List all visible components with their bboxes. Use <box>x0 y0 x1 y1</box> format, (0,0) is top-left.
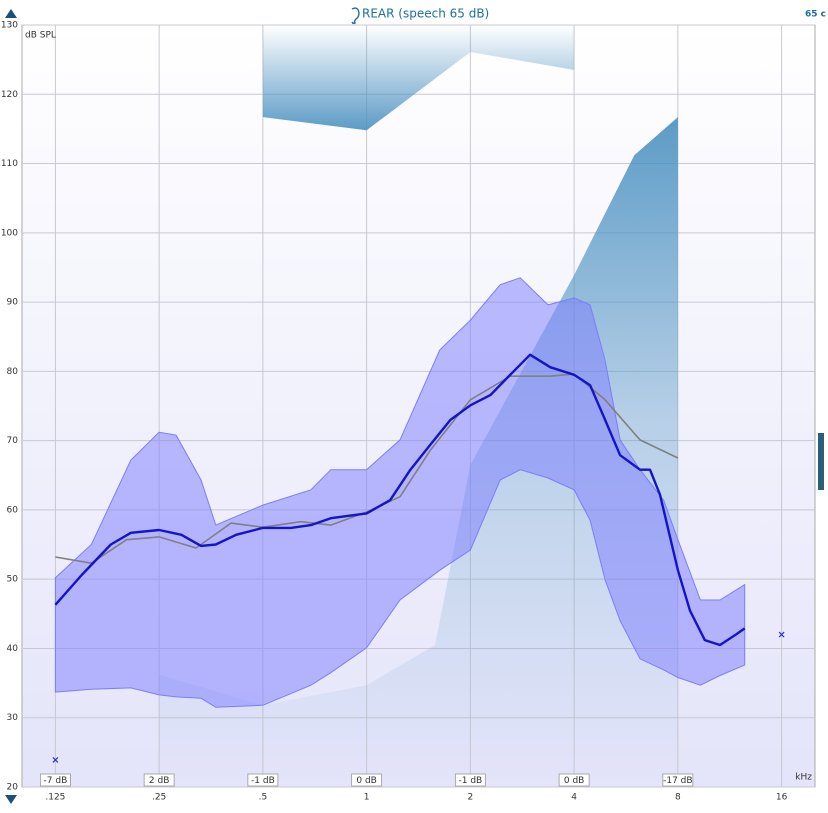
x-tick-label: 2 <box>468 793 474 803</box>
gain-box <box>662 773 694 787</box>
y-tick-label: 40 <box>7 644 19 654</box>
data <box>52 25 785 787</box>
y-tick-label: 30 <box>7 713 19 723</box>
x-tick-label: 8 <box>675 793 681 803</box>
y-tick-label: 100 <box>1 228 18 238</box>
x-tick-label: 16 <box>776 793 788 803</box>
x-tick-label: 1 <box>364 793 370 803</box>
curve <box>54 353 746 647</box>
y-tick-label: 120 <box>1 90 18 100</box>
gain-box <box>39 773 71 787</box>
gain-label: 0 dB <box>356 776 376 786</box>
y-tick-label: 90 <box>7 298 19 308</box>
gain-box <box>454 773 486 787</box>
gain-label: -7 dB <box>44 776 68 786</box>
gain-box <box>558 773 590 787</box>
speech-range <box>54 277 746 708</box>
y-axis-label: dB SPL <box>25 31 56 41</box>
gain-box <box>351 773 383 787</box>
gain-label: 0 dB <box>564 776 584 786</box>
side-handle[interactable] <box>818 433 824 490</box>
y-tick-label: 20 <box>7 783 19 793</box>
x-tick-label: .125 <box>45 793 65 803</box>
gain-label: 2 dB <box>149 776 169 786</box>
y-tick-label: 130 <box>1 21 18 31</box>
gain-label: -17 dB <box>663 776 692 786</box>
marker <box>778 631 785 638</box>
y-tick-label: 70 <box>7 436 19 446</box>
ucl-area <box>262 25 575 131</box>
gain-label: -1 dB <box>459 776 483 786</box>
y-tick-label: 50 <box>7 575 19 585</box>
ear-icon <box>351 7 360 25</box>
scroll-down[interactable] <box>5 795 17 804</box>
x-axis-label: kHz <box>795 773 812 783</box>
gain-box <box>143 773 175 787</box>
chart-title: REAR (speech 65 dB) <box>362 7 489 21</box>
marker <box>52 757 59 763</box>
gain-box <box>247 773 279 787</box>
x-tick-label: .25 <box>152 793 166 803</box>
gain-label: -1 dB <box>251 776 275 786</box>
y-tick-label: 60 <box>7 505 19 515</box>
scroll-up[interactable] <box>5 9 17 18</box>
threshold-area <box>159 117 678 787</box>
y-tick-label: 80 <box>7 367 19 377</box>
labels: 20 30 40 50 60 70 80 90 100 110 120 130 .125 .25 .5 1 2 4… <box>1 21 788 803</box>
x-tick-label: 4 <box>571 793 577 803</box>
x-tick-label: .5 <box>259 793 268 803</box>
y-tick-label: 110 <box>1 159 18 169</box>
corner-label: 65 c <box>805 10 826 20</box>
